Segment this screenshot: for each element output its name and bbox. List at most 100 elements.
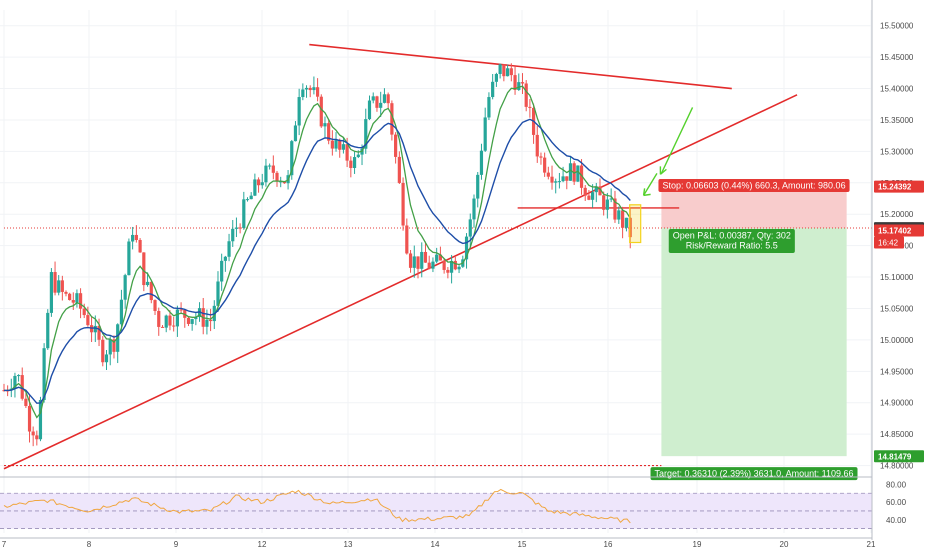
candle-up	[561, 176, 565, 182]
candle-down	[68, 293, 72, 301]
rsi-line	[3, 488, 631, 524]
candle-down	[602, 195, 606, 210]
candle-up	[93, 325, 97, 333]
candle-up	[479, 150, 484, 175]
price-badge-text: 15.17402	[878, 227, 912, 236]
candle-up	[435, 254, 439, 262]
candle-down	[112, 339, 116, 352]
candle-up	[227, 241, 231, 257]
candle-up	[104, 354, 109, 363]
candle-down	[438, 254, 443, 261]
candle-down	[153, 300, 157, 311]
candle-down	[565, 176, 569, 181]
countdown-text: 16:42	[878, 239, 899, 248]
candle-down	[186, 317, 191, 324]
candle-up	[253, 179, 257, 196]
candle-down	[275, 172, 279, 182]
candle-up	[49, 272, 54, 313]
candle-down	[24, 398, 28, 406]
candle-up	[301, 89, 305, 98]
candle-down	[271, 165, 275, 173]
candle-up	[42, 348, 46, 401]
candle-up	[457, 266, 461, 270]
candle-up	[379, 102, 383, 108]
candle-down	[528, 106, 532, 108]
candle-down	[423, 251, 428, 263]
candle-up	[123, 275, 127, 300]
time-tick-label: 9	[174, 540, 179, 549]
candle-up	[557, 181, 562, 183]
candle-up	[194, 317, 198, 320]
candle-up	[609, 198, 613, 200]
candle-down	[172, 325, 176, 327]
candle-down	[338, 140, 342, 150]
time-tick-label: 20	[780, 540, 789, 549]
position-zones	[661, 186, 847, 457]
small-arrow-head	[642, 188, 651, 197]
candle-up	[108, 339, 112, 355]
open-pnl-label: Open P&L: 0.00387, Qty: 302	[673, 231, 791, 241]
candle-up	[145, 281, 150, 286]
rsi-panel	[0, 476, 872, 529]
candle-down	[82, 308, 86, 316]
candle-down	[535, 134, 539, 157]
price-tick-label: 14.80000	[880, 462, 914, 471]
candle-up	[341, 144, 346, 150]
candle-down	[442, 260, 446, 270]
resistance-trendline	[309, 43, 732, 90]
target-label: Target: 0.36310 (2.39%) 3631.0, Amount: …	[655, 469, 854, 479]
candle-down	[238, 227, 242, 229]
candle-down	[160, 326, 165, 328]
candle-up	[505, 68, 510, 77]
moving-averages	[4, 85, 631, 419]
price-tick-label: 14.95000	[880, 367, 914, 376]
candle-up	[382, 94, 387, 103]
price-tick-label: 15.35000	[880, 116, 914, 125]
candle-up	[364, 119, 368, 149]
candle-up	[617, 210, 621, 220]
candle-up	[131, 234, 135, 242]
candle-up	[268, 165, 272, 167]
candle-up	[605, 199, 609, 210]
candle-up	[190, 319, 194, 324]
candle-up	[356, 154, 360, 158]
price-tick-label: 14.90000	[880, 399, 914, 408]
candle-up	[494, 73, 498, 82]
candle-up	[46, 312, 50, 349]
candle-down	[149, 281, 153, 301]
time-tick-label: 13	[344, 540, 353, 549]
candle-up	[371, 96, 375, 101]
candle-down	[390, 103, 394, 135]
candle-down	[209, 319, 213, 322]
candle-down	[71, 300, 75, 303]
candle-down	[427, 262, 431, 269]
candle-up	[476, 174, 480, 199]
countdown-badge	[874, 236, 904, 249]
candle-down	[543, 157, 547, 173]
candle-down	[397, 156, 401, 183]
candle-up	[220, 260, 224, 282]
candle-up	[420, 251, 424, 269]
price-tick-label: 14.85000	[880, 430, 914, 439]
candle-up	[624, 217, 629, 228]
candle-up	[450, 260, 454, 273]
candle-up	[223, 256, 227, 261]
candle-up	[312, 87, 316, 91]
take-profit-zone	[661, 228, 847, 457]
candle-up	[297, 97, 301, 126]
annotations	[629, 107, 694, 244]
rsi-tick-label: 80.00	[886, 480, 907, 489]
candle-up	[431, 261, 435, 269]
candle-up	[264, 165, 268, 183]
candle-down	[97, 325, 101, 340]
candle-down	[64, 291, 68, 294]
candle-up	[293, 125, 298, 142]
candle-up	[279, 181, 283, 183]
candle-up	[334, 140, 338, 149]
candle-down	[101, 339, 105, 363]
price-tick-label: 15.30000	[880, 147, 914, 156]
candle-down	[168, 315, 172, 326]
candle-down	[53, 272, 57, 293]
candle-up	[245, 199, 250, 201]
